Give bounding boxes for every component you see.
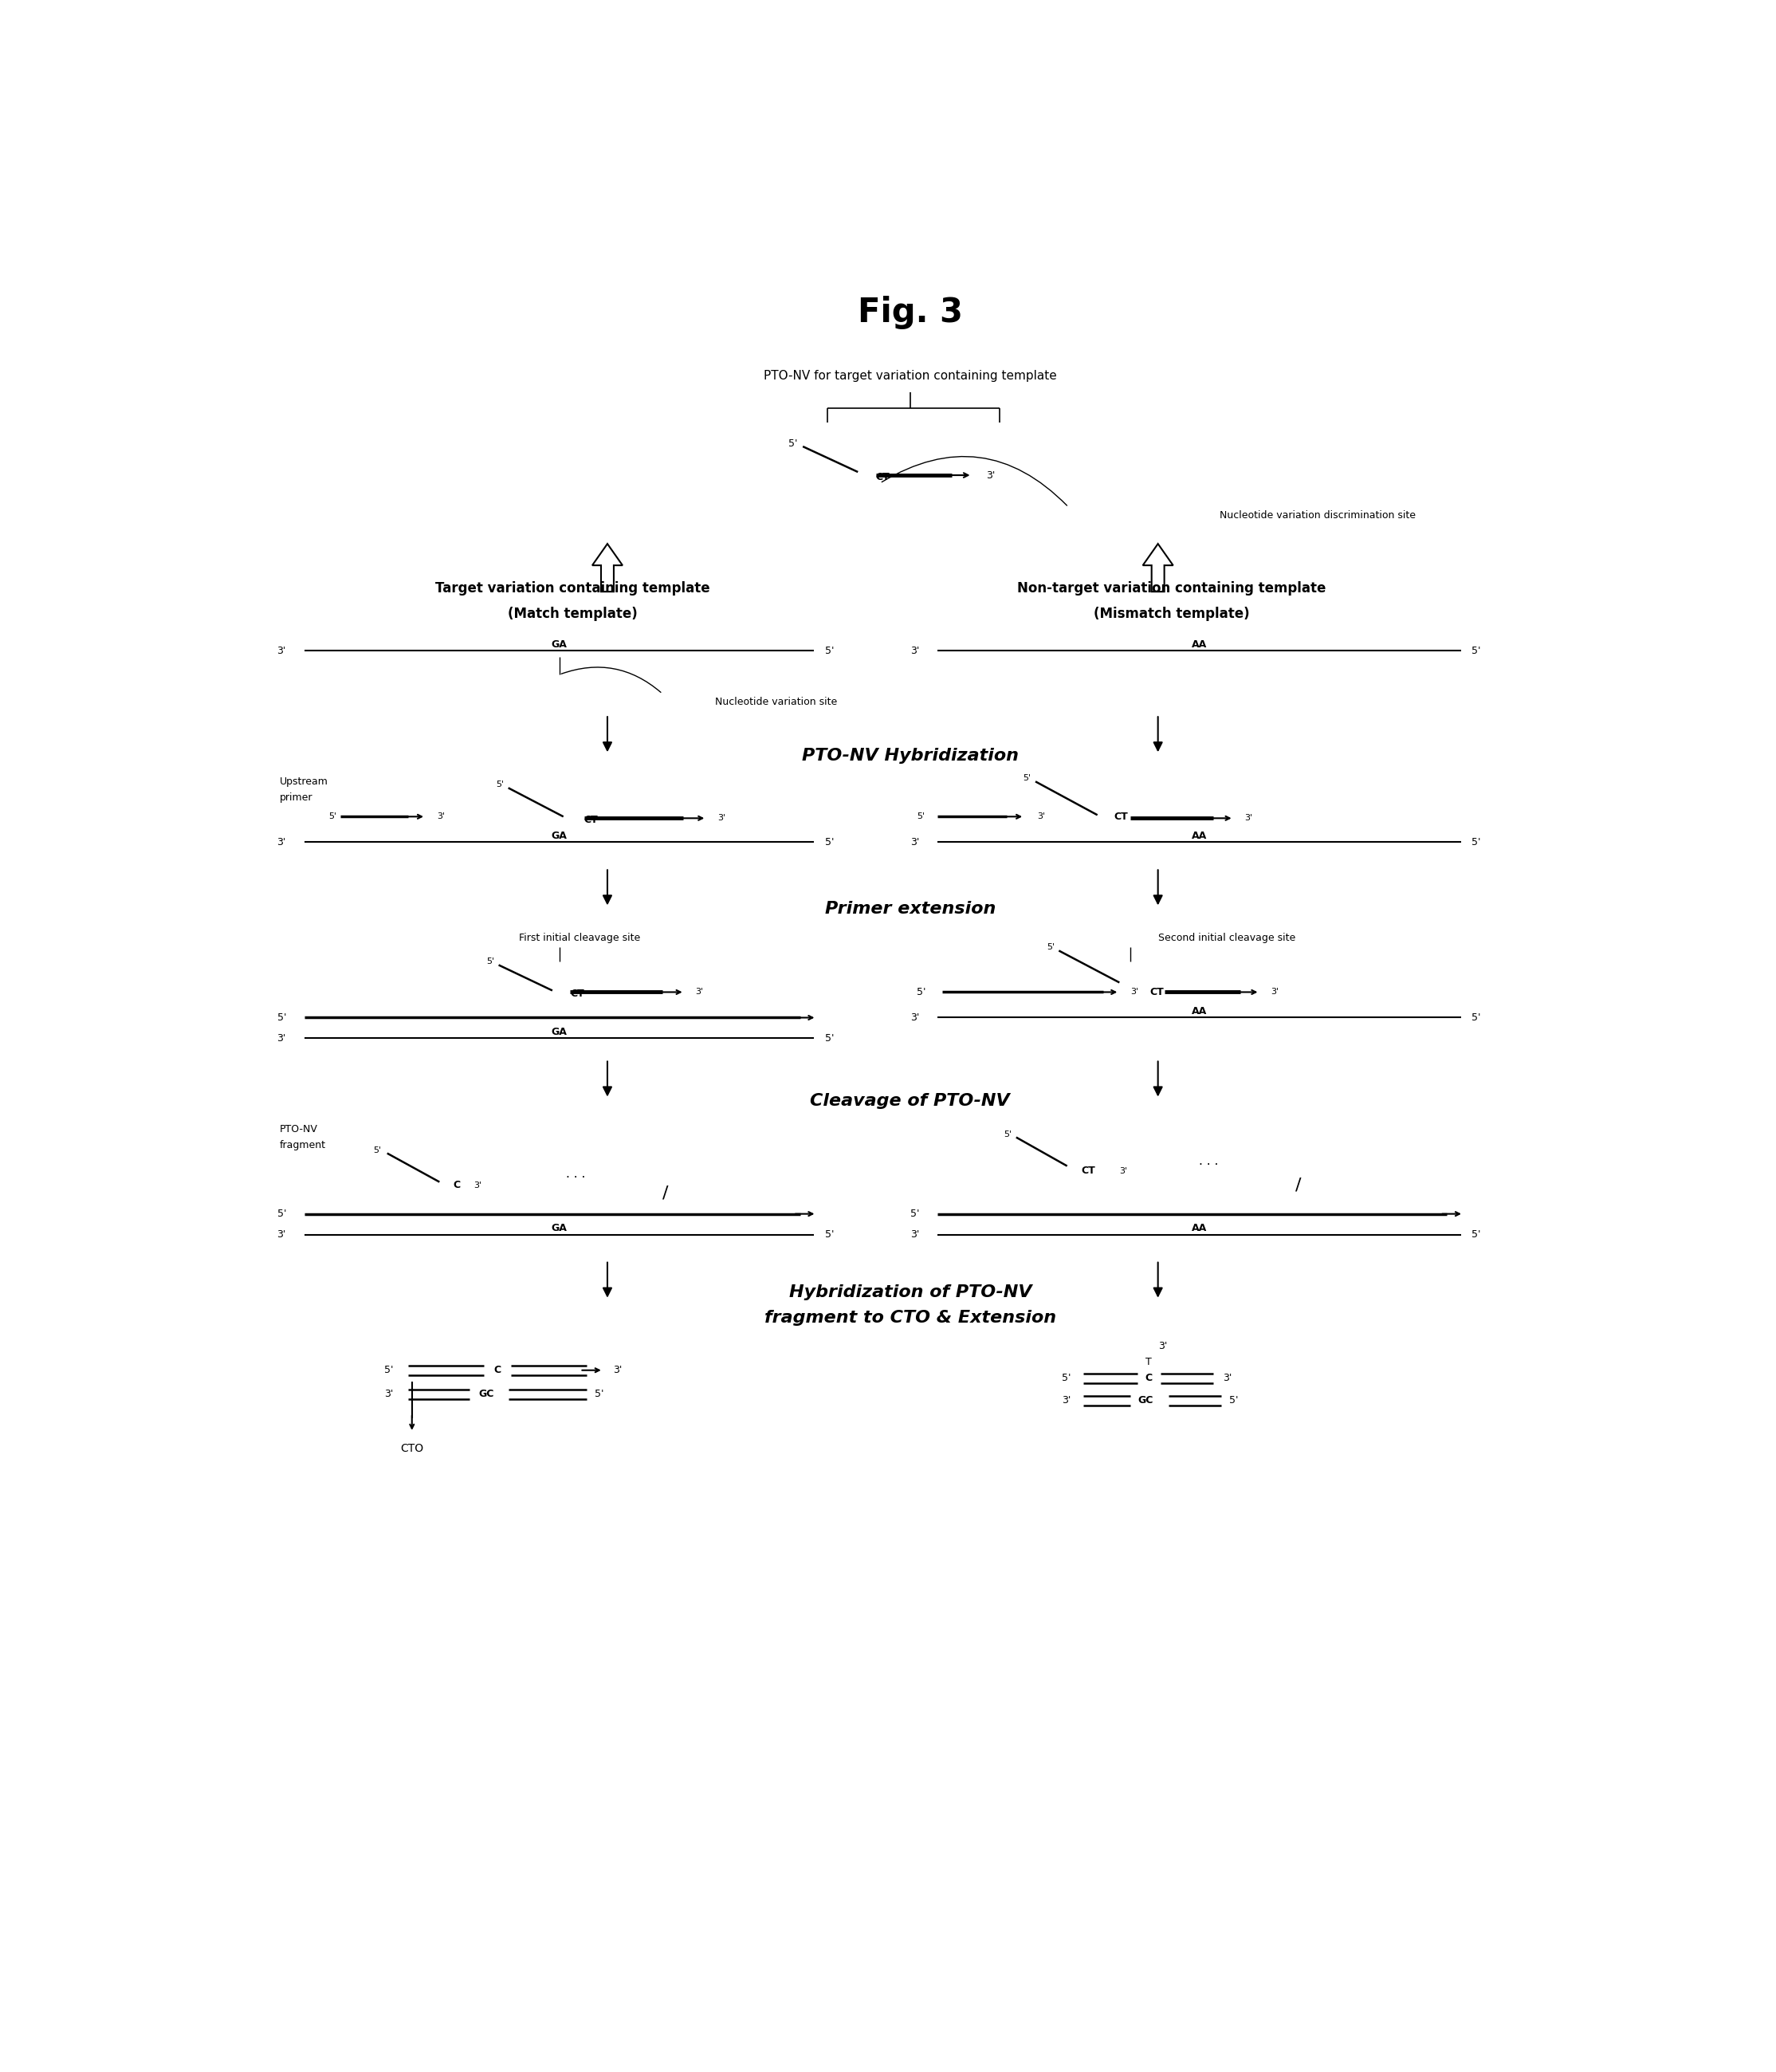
Text: AA: AA	[1192, 638, 1208, 649]
Text: GA: GA	[551, 1028, 567, 1038]
Text: (Match template): (Match template)	[508, 607, 638, 622]
Text: GC: GC	[478, 1388, 494, 1399]
Text: 3': 3'	[909, 1229, 920, 1239]
Text: 3': 3'	[1131, 988, 1138, 997]
Text: primer: primer	[281, 792, 313, 802]
Text: 3': 3'	[1119, 1167, 1128, 1175]
Text: 5': 5'	[824, 1229, 835, 1239]
Text: fragment: fragment	[281, 1140, 327, 1150]
Text: 3': 3'	[277, 1034, 286, 1044]
Text: PTO-NV for target variation containing template: PTO-NV for target variation containing t…	[764, 371, 1057, 381]
Text: CTO: CTO	[400, 1442, 423, 1455]
Text: C: C	[453, 1179, 460, 1189]
Text: 3': 3'	[1158, 1341, 1167, 1351]
Text: GA: GA	[551, 1222, 567, 1233]
Text: . . .: . . .	[567, 1169, 586, 1179]
Text: First initial cleavage site: First initial cleavage site	[519, 932, 641, 943]
Text: GA: GA	[551, 831, 567, 841]
Text: fragment to CTO & Extension: fragment to CTO & Extension	[764, 1310, 1057, 1326]
Text: Nucleotide variation site: Nucleotide variation site	[714, 696, 836, 707]
Text: Upstream: Upstream	[281, 777, 329, 787]
Text: Second initial cleavage site: Second initial cleavage site	[1158, 932, 1295, 943]
Text: 5': 5'	[1023, 775, 1032, 783]
Text: 5': 5'	[1472, 1229, 1481, 1239]
Text: GC: GC	[1138, 1394, 1153, 1405]
Text: 3': 3'	[474, 1181, 481, 1189]
Text: 3': 3'	[437, 812, 444, 821]
Text: AA: AA	[1192, 1007, 1208, 1017]
Text: 5': 5'	[496, 781, 504, 789]
Text: 3': 3'	[277, 837, 286, 847]
Text: 5': 5'	[1472, 1013, 1481, 1024]
Text: 5': 5'	[909, 1208, 920, 1218]
Text: CT: CT	[1149, 986, 1163, 997]
Text: 3': 3'	[277, 646, 286, 657]
Text: Non-target variation containing template: Non-target variation containing template	[1018, 582, 1327, 595]
Text: 3': 3'	[1037, 812, 1044, 821]
Text: C: C	[1146, 1374, 1153, 1384]
Text: 3': 3'	[613, 1365, 622, 1376]
Text: 5': 5'	[824, 646, 835, 657]
Text: /: /	[1296, 1177, 1302, 1193]
Text: 5': 5'	[1472, 646, 1481, 657]
Text: 3': 3'	[718, 814, 726, 823]
Text: /: /	[662, 1185, 668, 1202]
Text: 3': 3'	[384, 1388, 394, 1399]
Text: 3': 3'	[696, 988, 703, 997]
Text: GA: GA	[551, 638, 567, 649]
Text: AA: AA	[1192, 831, 1208, 841]
Text: CT: CT	[1114, 812, 1128, 823]
Text: 3': 3'	[909, 837, 920, 847]
Text: AA: AA	[1192, 1222, 1208, 1233]
Text: 5': 5'	[1472, 837, 1481, 847]
Text: 5': 5'	[789, 437, 797, 448]
Text: 5': 5'	[916, 986, 927, 997]
Text: C: C	[494, 1365, 501, 1376]
Text: 5': 5'	[1003, 1129, 1012, 1138]
Text: Nucleotide variation discrimination site: Nucleotide variation discrimination site	[1220, 510, 1415, 520]
Text: 5': 5'	[595, 1388, 604, 1399]
Text: Cleavage of PTO-NV: Cleavage of PTO-NV	[810, 1092, 1011, 1109]
Text: 3': 3'	[277, 1229, 286, 1239]
Text: Fig. 3: Fig. 3	[858, 296, 963, 329]
Text: 5': 5'	[384, 1365, 394, 1376]
Text: 5': 5'	[1062, 1374, 1071, 1384]
Text: 5': 5'	[824, 1034, 835, 1044]
Text: (Mismatch template): (Mismatch template)	[1094, 607, 1250, 622]
Text: CT: CT	[1082, 1167, 1096, 1177]
Text: 3': 3'	[1222, 1374, 1233, 1384]
Text: Hybridization of PTO-NV: Hybridization of PTO-NV	[789, 1285, 1032, 1299]
Text: CT: CT	[584, 814, 599, 825]
Text: 3': 3'	[986, 470, 995, 481]
Text: 5': 5'	[329, 812, 336, 821]
Text: 5': 5'	[1229, 1394, 1238, 1405]
Text: CT: CT	[570, 988, 584, 999]
Text: . . .: . . .	[1199, 1156, 1218, 1167]
Text: 5': 5'	[277, 1013, 286, 1024]
Text: 5': 5'	[373, 1146, 382, 1154]
Text: 3': 3'	[909, 646, 920, 657]
Text: T: T	[1146, 1357, 1153, 1368]
Text: 3': 3'	[909, 1013, 920, 1024]
Text: PTO-NV Hybridization: PTO-NV Hybridization	[801, 748, 1019, 765]
Text: 5': 5'	[1046, 943, 1055, 951]
Text: 5': 5'	[916, 812, 925, 821]
Text: 5': 5'	[824, 837, 835, 847]
Text: 3': 3'	[1062, 1394, 1071, 1405]
Text: 3': 3'	[1245, 814, 1252, 823]
Text: 3': 3'	[1272, 988, 1279, 997]
Text: PTO-NV: PTO-NV	[281, 1125, 318, 1135]
Text: CT: CT	[876, 472, 890, 483]
Text: 5': 5'	[277, 1208, 286, 1218]
Text: 5': 5'	[487, 957, 494, 966]
Text: Primer extension: Primer extension	[824, 901, 996, 918]
Text: Target variation containing template: Target variation containing template	[435, 582, 710, 595]
